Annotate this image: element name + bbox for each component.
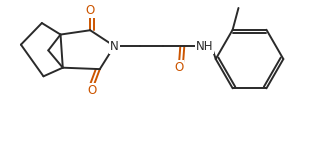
Text: O: O xyxy=(174,61,183,74)
Text: O: O xyxy=(87,84,96,97)
Text: O: O xyxy=(86,4,95,17)
Text: N: N xyxy=(110,40,119,53)
Text: NH: NH xyxy=(196,40,213,53)
